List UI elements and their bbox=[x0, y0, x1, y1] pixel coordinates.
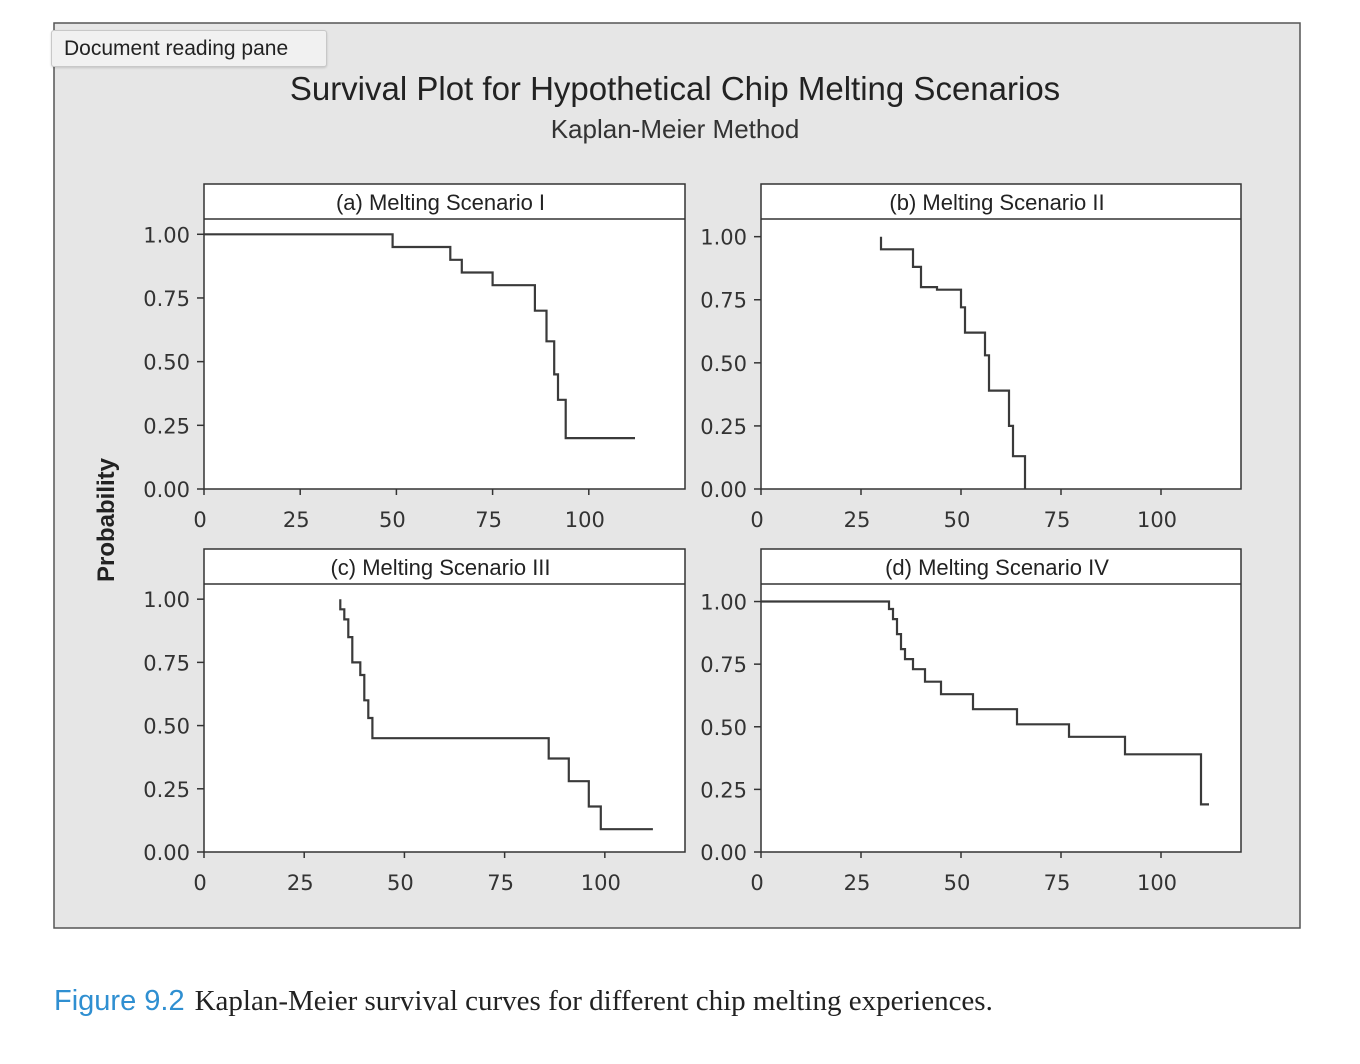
panel-1: (a) Melting Scenario I 0.00 0.25 0.50 0.75 1.… bbox=[143, 183, 686, 532]
panel-plot-area bbox=[760, 183, 1242, 490]
x-tick-label: 50 bbox=[387, 871, 414, 895]
figure-title: Survival Plot for Hypothetical Chip Melt… bbox=[290, 70, 1060, 107]
y-tick-label: 0.25 bbox=[700, 415, 747, 439]
document-reading-pane-label: Document reading pane bbox=[51, 30, 327, 67]
survival-curve bbox=[204, 233, 635, 440]
figure-subtitle: Kaplan-Meier Method bbox=[551, 114, 800, 144]
x-tick-label: 0 bbox=[750, 508, 763, 532]
x-tick-label: 25 bbox=[283, 508, 310, 532]
x-tick-label: 100 bbox=[565, 508, 605, 532]
panel-3: (c) Melting Scenario III 0.00 0.25 0.50 0.75… bbox=[143, 548, 686, 895]
y-tick-label: 0.75 bbox=[700, 289, 747, 313]
x-tick-label: 100 bbox=[581, 871, 621, 895]
y-tick-label: 0.25 bbox=[143, 778, 190, 802]
y-axis-label: Probability bbox=[93, 457, 120, 582]
x-tick-label: 50 bbox=[379, 508, 406, 532]
survival-curve bbox=[339, 599, 653, 831]
y-tick-label: 0.50 bbox=[143, 351, 190, 375]
x-tick-label: 100 bbox=[1137, 508, 1177, 532]
x-tick-label: 100 bbox=[1137, 871, 1177, 895]
x-tick-label: 0 bbox=[750, 871, 763, 895]
y-tick-label: 0.75 bbox=[143, 287, 190, 311]
panel-plot-area bbox=[760, 548, 1242, 853]
x-tick-label: 50 bbox=[944, 871, 971, 895]
x-tick-label: 0 bbox=[193, 508, 206, 532]
x-tick-label: 25 bbox=[844, 508, 871, 532]
x-tick-label: 75 bbox=[475, 508, 502, 532]
y-tick-label: 0.75 bbox=[143, 651, 190, 675]
panel-title: (d) Melting Scenario IV bbox=[885, 555, 1109, 580]
x-tick-label: 75 bbox=[487, 871, 514, 895]
panel-plot-area bbox=[203, 183, 686, 490]
y-tick-label: 0.00 bbox=[143, 478, 190, 502]
panel-4: (d) Melting Scenario IV 0.00 0.25 0.50 0.75 1… bbox=[700, 548, 1242, 895]
x-tick-label: 0 bbox=[193, 871, 206, 895]
x-tick-label: 75 bbox=[1044, 508, 1071, 532]
survival-curve bbox=[761, 600, 1209, 806]
y-tick-label: 0.50 bbox=[143, 715, 190, 739]
y-tick-label: 0.00 bbox=[143, 841, 190, 865]
x-tick-label: 75 bbox=[1044, 871, 1071, 895]
y-tick-label: 0.50 bbox=[700, 352, 747, 376]
panel-plot-area bbox=[203, 548, 686, 853]
y-tick-label: 0.50 bbox=[700, 716, 747, 740]
figure-caption-number: Figure 9.2 bbox=[54, 985, 185, 1017]
y-tick-label: 1.00 bbox=[143, 588, 190, 612]
figure-caption: Figure 9.2 Kaplan-Meier survival curves f… bbox=[54, 985, 993, 1018]
y-tick-label: 1.00 bbox=[143, 223, 190, 247]
panel-title: (c) Melting Scenario III bbox=[330, 555, 550, 580]
x-tick-label: 50 bbox=[944, 508, 971, 532]
x-tick-label: 25 bbox=[844, 871, 871, 895]
panel-grid: (a) Melting Scenario I 0.00 0.25 0.50 0.75 1.… bbox=[143, 183, 1242, 895]
y-tick-label: 0.00 bbox=[700, 478, 747, 502]
panel-title: (a) Melting Scenario I bbox=[336, 190, 545, 215]
x-tick-label: 25 bbox=[287, 871, 314, 895]
y-tick-label: 0.25 bbox=[143, 414, 190, 438]
y-tick-label: 0.25 bbox=[700, 778, 747, 802]
panel-title: (b) Melting Scenario II bbox=[889, 190, 1104, 215]
figure-caption-text: Kaplan-Meier survival curves for differe… bbox=[194, 985, 993, 1017]
survival-plot-figure: Survival Plot for Hypothetical Chip Melt… bbox=[53, 22, 1301, 929]
y-tick-label: 1.00 bbox=[700, 226, 747, 250]
y-tick-label: 1.00 bbox=[700, 591, 747, 615]
y-tick-label: 0.75 bbox=[700, 653, 747, 677]
y-tick-label: 0.00 bbox=[700, 841, 747, 865]
panel-2: (b) Melting Scenario II 0.00 0.25 0.50 0.75 1… bbox=[700, 183, 1242, 532]
survival-curve bbox=[879, 236, 1027, 489]
